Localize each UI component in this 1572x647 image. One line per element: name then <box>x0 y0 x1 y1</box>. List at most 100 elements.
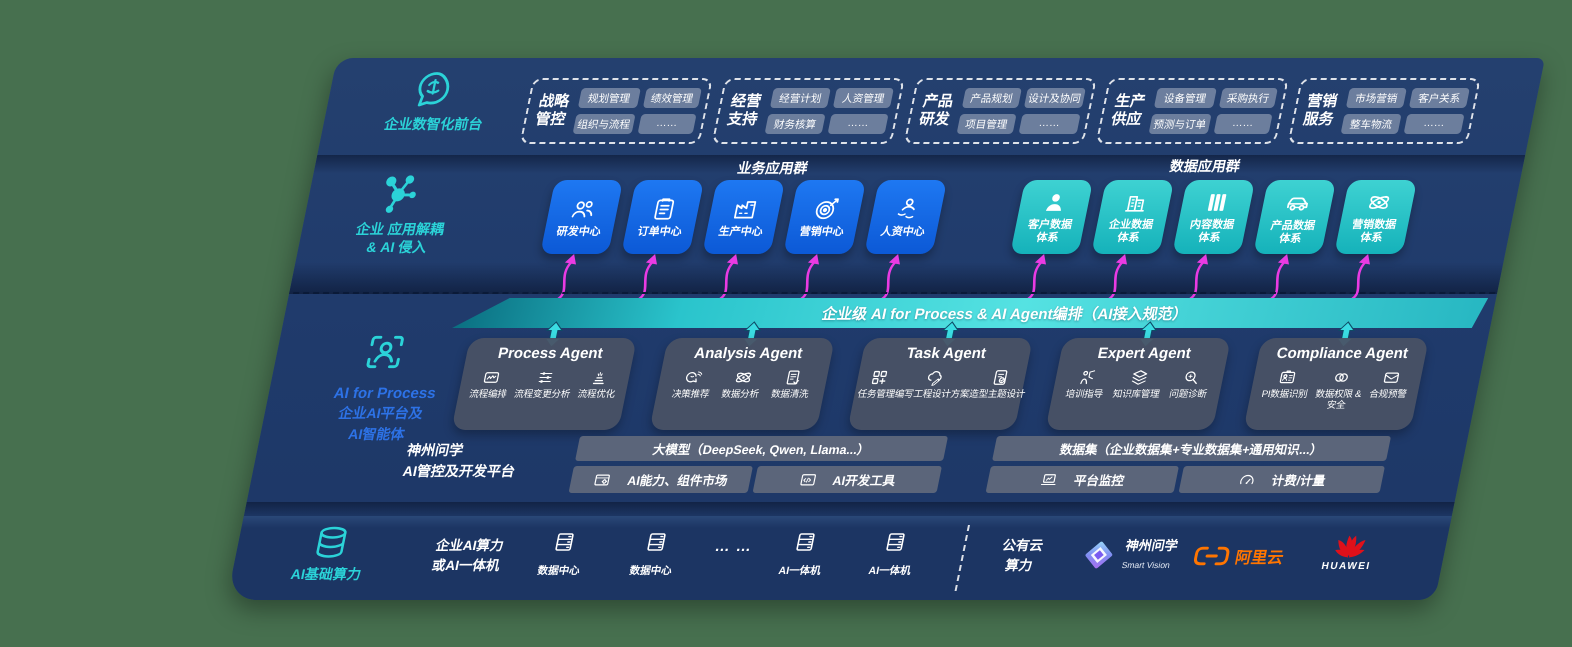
devtools-label: AI开发工具 <box>831 474 897 488</box>
magenta-arrow-icon <box>552 254 587 300</box>
tag: 经营计划 <box>769 88 831 108</box>
ability-market-pill: AI能力、组件市场 <box>568 466 753 493</box>
app-box-rd-center: 研发中心 <box>540 180 624 254</box>
tag: …… <box>1403 114 1465 134</box>
szwx-diamond-logo-icon <box>1077 537 1120 573</box>
think-head-icon <box>683 368 706 387</box>
agent-item-label: 合规预警 <box>1368 389 1408 400</box>
public-cloud-label: 公有云 算力 <box>1001 538 1045 573</box>
front-office-group-marketing: 营销 服务 市场营销 客户关系 整车物流 …… <box>1287 78 1481 144</box>
data-box-customer: 客户数据 体系 <box>1010 180 1094 254</box>
vendor-szwx-sub: Smart Vision <box>1120 560 1171 570</box>
group-name: 战略 管控 <box>533 93 571 128</box>
agent-expert: Expert Agent 培训指导 知识库管理 问题诊断 <box>1045 338 1232 430</box>
agent-item: 数据分析 <box>720 368 764 401</box>
agent-item-label: 培训指导 <box>1064 389 1104 400</box>
diagram-panel: 企业数智化前台 战略 管控 规划管理 绩效管理 组织与流程 …… 经营 支持 经营计… <box>226 58 1545 600</box>
enterprise-compute-label: 企业AI算力 或AI一体机 <box>430 538 506 573</box>
agent-item: 任务管理 <box>856 368 900 401</box>
tag: 预测与订单 <box>1148 114 1212 134</box>
tag: 市场营销 <box>1345 88 1407 108</box>
agent-item-label: 编写工程设计方案 <box>893 389 971 400</box>
agent-item: 流程优化 <box>576 368 620 401</box>
aliyun-logo-icon <box>1190 545 1232 567</box>
dataset-bar: 数据集（企业数据集+专业数据集+通用知识...） <box>992 436 1392 461</box>
ability-label: AI能力、组件市场 <box>625 474 729 488</box>
agent-item: 造型主题设计 <box>968 368 1031 401</box>
vendor-aliyun: 阿里云 <box>1190 544 1286 568</box>
tag: 设计及协同 <box>1023 88 1086 108</box>
front-office-label: 企业数智化前台 <box>382 116 485 132</box>
app-label: 营销数据 体系 <box>1350 218 1398 244</box>
vendor-aliyun-name: 阿里云 <box>1233 550 1285 567</box>
agent-item-label: 数据分析 <box>720 389 760 400</box>
laptop-icon <box>1038 471 1060 489</box>
tablet-check-icon <box>989 368 1012 387</box>
agent-item-label: 数据权限 & 安全 <box>1314 389 1363 411</box>
agent-item: 合规预警 <box>1366 368 1412 412</box>
id-card-icon <box>1277 368 1300 387</box>
front-office-groups: 战略 管控 规划管理 绩效管理 组织与流程 …… 经营 支持 经营计划 人资管理 财… <box>519 78 1481 144</box>
huawei-logo-icon <box>1330 532 1370 560</box>
agent-item-label: 决策推荐 <box>670 389 711 400</box>
devtools-pill: AI开发工具 <box>752 466 942 493</box>
group-name: 营销 服务 <box>1301 93 1339 128</box>
tag: 组织与流程 <box>572 114 636 134</box>
vendor-szwx-name: 神州问学 <box>1124 538 1180 553</box>
cloud-pen-icon <box>924 368 947 387</box>
app-box-production-center: 生产中心 <box>702 180 786 254</box>
agent-item: 编写工程设计方案 <box>893 368 974 401</box>
agent-task: Task Agent 任务管理 编写工程设计方案 造型主题设计 <box>847 338 1034 430</box>
app-label: 研发中心 <box>555 225 602 238</box>
ellipsis-label: … … <box>713 538 754 555</box>
agent-item: PI数据识别 <box>1258 368 1313 412</box>
tag: 整车物流 <box>1340 114 1402 134</box>
billing-pill: 计费/计量 <box>1178 466 1385 493</box>
tag: 设备管理 <box>1153 88 1217 108</box>
agent-item: 流程变更分析 <box>513 368 576 401</box>
agent-item: 知识库管理 <box>1111 368 1164 401</box>
app-label: 生产中心 <box>717 225 764 238</box>
person-motion-icon <box>892 196 923 222</box>
vendor-szwx: 神州问学 Smart Vision <box>1077 537 1179 573</box>
tag: …… <box>637 114 697 134</box>
data-box-product: 产品数据 体系 <box>1253 180 1337 254</box>
infra-divider-dashed <box>954 525 970 591</box>
tag: …… <box>1213 114 1273 134</box>
molecule-icon <box>371 170 426 216</box>
server-icon <box>550 530 579 554</box>
books-icon <box>1202 190 1232 215</box>
magenta-arrow-icon <box>1346 254 1381 300</box>
group-tags: 规划管理 绩效管理 组织与流程 …… <box>572 88 702 134</box>
card-gear-icon <box>592 471 614 489</box>
node-ai-appliance-1: AI一体机 <box>758 530 848 578</box>
group-name: 生产 供应 <box>1109 93 1147 128</box>
person-icon <box>1040 190 1070 215</box>
app-label: 订单中心 <box>636 225 683 238</box>
agent-item-label: 数据清洗 <box>769 389 810 400</box>
team-icon <box>568 196 599 222</box>
agent-item: 数据权限 & 安全 <box>1312 368 1367 412</box>
node-ai-appliance-2: AI一体机 <box>848 530 938 578</box>
magenta-arrow-icon <box>795 254 830 300</box>
atom-icon <box>1364 190 1394 215</box>
infra-label: AI基础算力 <box>289 566 363 582</box>
group-tags: 设备管理 采购执行 预测与订单 …… <box>1148 88 1278 134</box>
group-tags: 产品规划 设计及协同 项目管理 …… <box>956 88 1086 134</box>
front-office-group-supply: 生产 供应 设备管理 采购执行 预测与订单 …… <box>1095 78 1289 144</box>
diagnose-icon <box>1180 368 1203 387</box>
sliders-icon <box>534 368 557 387</box>
tag: 客户关系 <box>1408 88 1470 108</box>
magenta-arrow-icon <box>876 254 911 300</box>
tag: 采购执行 <box>1218 88 1278 108</box>
monitor-label: 平台监控 <box>1072 474 1126 488</box>
code-window-icon <box>797 471 819 489</box>
tag: 绩效管理 <box>642 88 702 108</box>
agent-item-label: 知识库管理 <box>1111 389 1161 400</box>
magenta-arrow-icon <box>1184 254 1219 300</box>
agent-boxes: Process Agent 流程编排 流程变更分析 流程优化 Analysis … <box>451 338 1430 430</box>
agent-items: 任务管理 编写工程设计方案 造型主题设计 <box>853 368 1027 401</box>
app-box-order-center: 订单中心 <box>621 180 705 254</box>
agent-item-label: 问题诊断 <box>1168 389 1208 400</box>
